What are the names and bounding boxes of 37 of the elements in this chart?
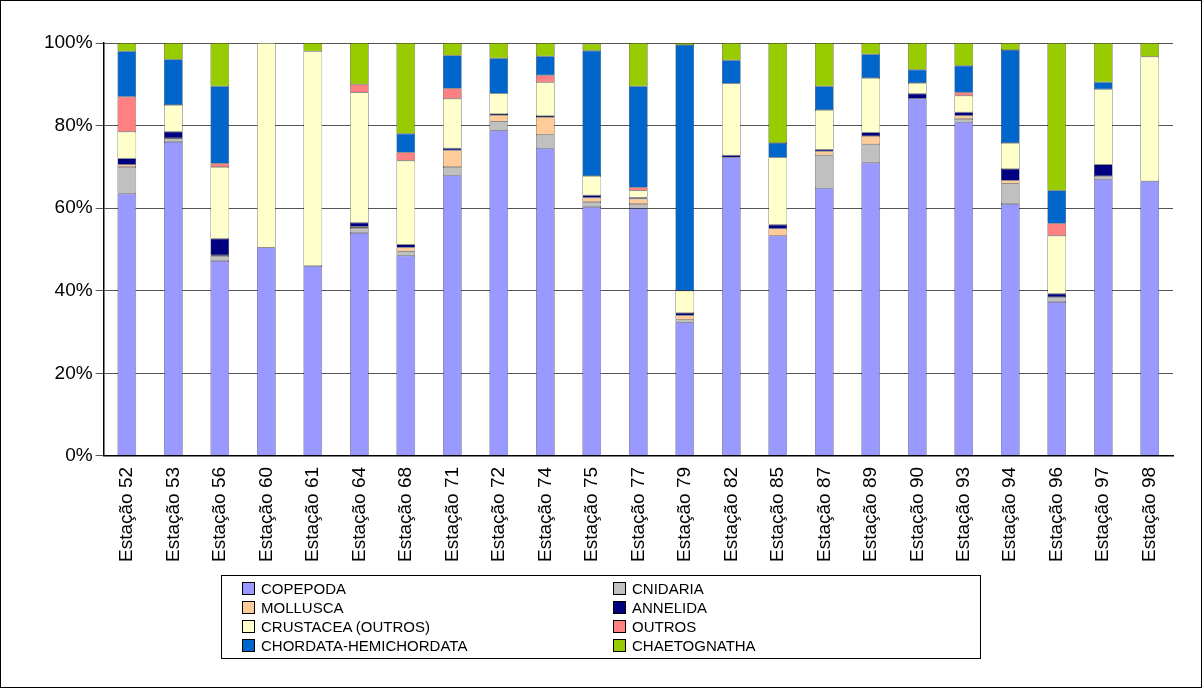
legend-label: MOLLUSCA — [261, 599, 344, 616]
x-tick-label: Estação 82 — [719, 466, 741, 563]
x-tick-label: Estação 98 — [1137, 466, 1159, 563]
x-tick-label: Estação 89 — [859, 466, 881, 563]
legend-label: CHAETOGNATHA — [632, 637, 756, 654]
y-tick-label: 20% — [54, 361, 93, 383]
x-tick-label: Estação 97 — [1091, 466, 1113, 563]
x-tick-label: Estação 87 — [812, 466, 834, 563]
legend-label: ANNELIDA — [632, 599, 708, 616]
x-tick-label: Estação 77 — [626, 466, 648, 563]
x-tick-label: Estação 61 — [301, 466, 323, 563]
x-tick-label: Estação 96 — [1044, 466, 1066, 563]
x-tick-label: Estação 64 — [347, 466, 369, 563]
x-tick-label: Estação 72 — [487, 466, 509, 563]
x-tick-label: Estação 85 — [766, 466, 788, 563]
x-tick-label: Estação 53 — [161, 466, 183, 563]
x-tick-label: Estação 60 — [254, 466, 276, 563]
x-tick-label: Estação 79 — [673, 466, 695, 563]
legend-label: OUTROS — [632, 618, 697, 635]
y-tick-label: 80% — [54, 113, 93, 135]
legend-label: CNIDARIA — [632, 580, 704, 597]
y-tick-label: 0% — [65, 444, 93, 466]
y-tick-label: 40% — [54, 279, 93, 300]
y-tick-label: 60% — [54, 196, 93, 218]
x-tick-label: Estação 71 — [440, 466, 462, 563]
legend-label: CHORDATA-HEMICHORDATA — [261, 637, 468, 654]
x-tick-label: Estação 68 — [394, 466, 416, 563]
x-tick-label: Estação 74 — [533, 466, 555, 563]
x-tick-label: Estação 93 — [952, 466, 973, 563]
x-tick-label: Estação 90 — [905, 466, 927, 563]
y-tick-label: 100% — [43, 31, 93, 53]
legend-label: CRUSTACEA (OUTROS) — [261, 618, 430, 635]
x-tick-label: Estação 56 — [208, 466, 230, 563]
x-tick-label: Estação 94 — [998, 466, 1020, 563]
x-tick-label: Estação 75 — [580, 466, 602, 563]
legend-label: COPEPODA — [261, 580, 347, 597]
x-tick-label: Estação 52 — [115, 466, 137, 563]
